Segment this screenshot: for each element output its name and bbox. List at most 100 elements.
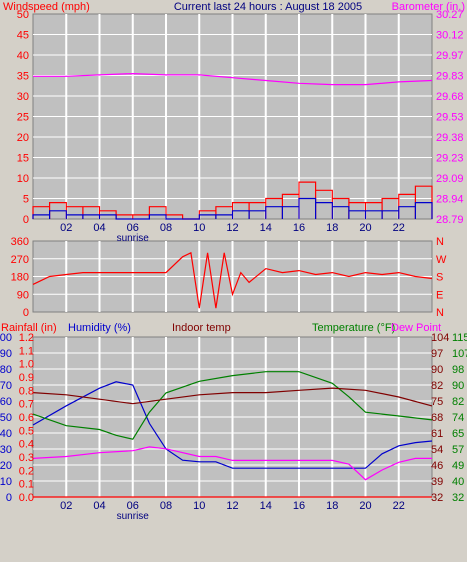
windspeed-tick: 15: [17, 153, 29, 165]
windspeed-x-tick: 02: [60, 222, 72, 234]
rainfall-tick: 0.9: [19, 372, 34, 384]
humidity-tick: 0: [6, 492, 12, 504]
compass-tick: E: [436, 289, 443, 301]
windspeed-x-tick: 14: [260, 222, 272, 234]
humidity-tick: 90: [0, 348, 12, 360]
barometer-tick: 29.68: [436, 91, 464, 103]
windspeed-tick: 10: [17, 173, 29, 185]
temperature-x-tick: 18: [326, 500, 338, 512]
windspeed-tick: 20: [17, 132, 29, 144]
rainfall-tick: 0.1: [19, 479, 34, 491]
indoor-temp-tick: 90: [431, 364, 443, 376]
temperature-series: [32, 371, 433, 440]
barometer-tick: 28.79: [436, 214, 464, 226]
temperature-x-tick: 12: [226, 500, 238, 512]
windspeed-x-tick: 08: [160, 222, 172, 234]
temperature-tick: 49: [452, 460, 464, 472]
rainfall-tick: 1.2: [19, 332, 34, 344]
compass-tick: N: [436, 236, 444, 248]
humidity-tick: 80: [0, 364, 12, 376]
barometer-tick: 29.23: [436, 153, 464, 165]
temperature-x-tick: 20: [359, 500, 371, 512]
temperature-tick: 65: [452, 428, 464, 440]
compass-tick: S: [436, 272, 443, 284]
windspeed-x-tick: 22: [393, 222, 405, 234]
indoor-temp-tick: 39: [431, 476, 443, 488]
temperature-tick: 115: [452, 332, 467, 344]
rainfall-tick: 1.1: [19, 345, 34, 357]
windspeed-x-tick: 04: [93, 222, 105, 234]
indoor-temp-tick: 32: [431, 492, 443, 504]
rainfall-tick: 0.2: [19, 465, 34, 477]
rainfall-axis-label: Rainfall (in): [1, 322, 57, 334]
indoor-temp-tick: 54: [431, 444, 443, 456]
indoor-temp-tick: 61: [431, 428, 443, 440]
dew-point-series: [32, 446, 432, 481]
windspeed-tick: 50: [17, 9, 29, 21]
windspeed-axis-label: Windspeed (mph): [3, 1, 90, 13]
temperature-axis-label: Temperature (°F): [312, 322, 395, 334]
humidity-tick: 100: [0, 332, 12, 344]
temperature-tick: 57: [452, 444, 464, 456]
humidity-tick: 70: [0, 380, 12, 392]
sunrise-label: sunrise: [117, 511, 150, 522]
windspeed-x-tick: 10: [193, 222, 205, 234]
compass-tick: W: [436, 254, 447, 266]
temperature-tick: 82: [452, 396, 464, 408]
barometer-tick: 28.94: [436, 194, 464, 206]
indoor-temp-series: [32, 387, 433, 407]
windspeed-x-tick: 20: [359, 222, 371, 234]
humidity-tick: 10: [0, 476, 12, 488]
windspeed-x-tick: 12: [226, 222, 238, 234]
temperature-x-tick: 04: [93, 500, 105, 512]
humidity-tick: 30: [0, 444, 12, 456]
indoor-temp-axis-label: Indoor temp: [172, 322, 231, 334]
rainfall-tick: 0.7: [19, 399, 34, 411]
rainfall-tick: 0.4: [19, 439, 34, 451]
humidity-tick: 20: [0, 460, 12, 472]
temperature-tick: 32: [452, 492, 464, 504]
temperature-tick: 74: [452, 412, 464, 424]
sunrise-label: sunrise: [117, 233, 150, 244]
barometer-series: [33, 72, 433, 86]
barometer-tick: 29.09: [436, 173, 464, 185]
rainfall-tick: 0.8: [19, 385, 34, 397]
temperature-x-tick: 16: [293, 500, 305, 512]
windspeed-tick: 0: [23, 214, 29, 226]
rainfall-tick: 0.6: [19, 412, 34, 424]
temperature-tick: 98: [452, 364, 464, 376]
barometer-tick: 29.97: [436, 50, 464, 62]
windspeed-tick: 35: [17, 71, 29, 83]
rainfall-tick: 0.5: [19, 425, 34, 437]
windspeed-tick: 45: [17, 30, 29, 42]
windspeed-tick: 40: [17, 50, 29, 62]
wind-direction-tick: 0: [23, 307, 29, 319]
temperature-x-tick: 02: [60, 500, 72, 512]
indoor-temp-tick: 82: [431, 380, 443, 392]
barometer-tick: 29.83: [436, 71, 464, 83]
windspeed-x-tick: 16: [293, 222, 305, 234]
windspeed-x-tick: 18: [326, 222, 338, 234]
temperature-x-tick: 22: [393, 500, 405, 512]
rainfall-tick: 0.3: [19, 452, 34, 464]
barometer-axis-label: Barometer (in.): [392, 1, 465, 13]
wind-direction-series: [32, 251, 433, 309]
dew-point-axis-label: Dew Point: [391, 322, 441, 334]
humidity-axis-label: Humidity (%): [68, 322, 131, 334]
indoor-temp-tick: 104: [431, 332, 449, 344]
barometer-tick: 30.27: [436, 9, 464, 21]
indoor-temp-tick: 97: [431, 348, 443, 360]
humidity-tick: 40: [0, 428, 12, 440]
windspeed-tick: 25: [17, 112, 29, 124]
barometer-tick: 29.38: [436, 132, 464, 144]
temperature-x-tick: 08: [160, 500, 172, 512]
wind-direction-tick: 270: [11, 254, 29, 266]
windspeed-tick: 5: [23, 194, 29, 206]
indoor-temp-tick: 75: [431, 396, 443, 408]
temperature-x-tick: 14: [260, 500, 272, 512]
humidity-tick: 60: [0, 396, 12, 408]
wind-direction-tick: 180: [11, 272, 29, 284]
barometer-tick: 29.53: [436, 112, 464, 124]
humidity-tick: 50: [0, 412, 12, 424]
